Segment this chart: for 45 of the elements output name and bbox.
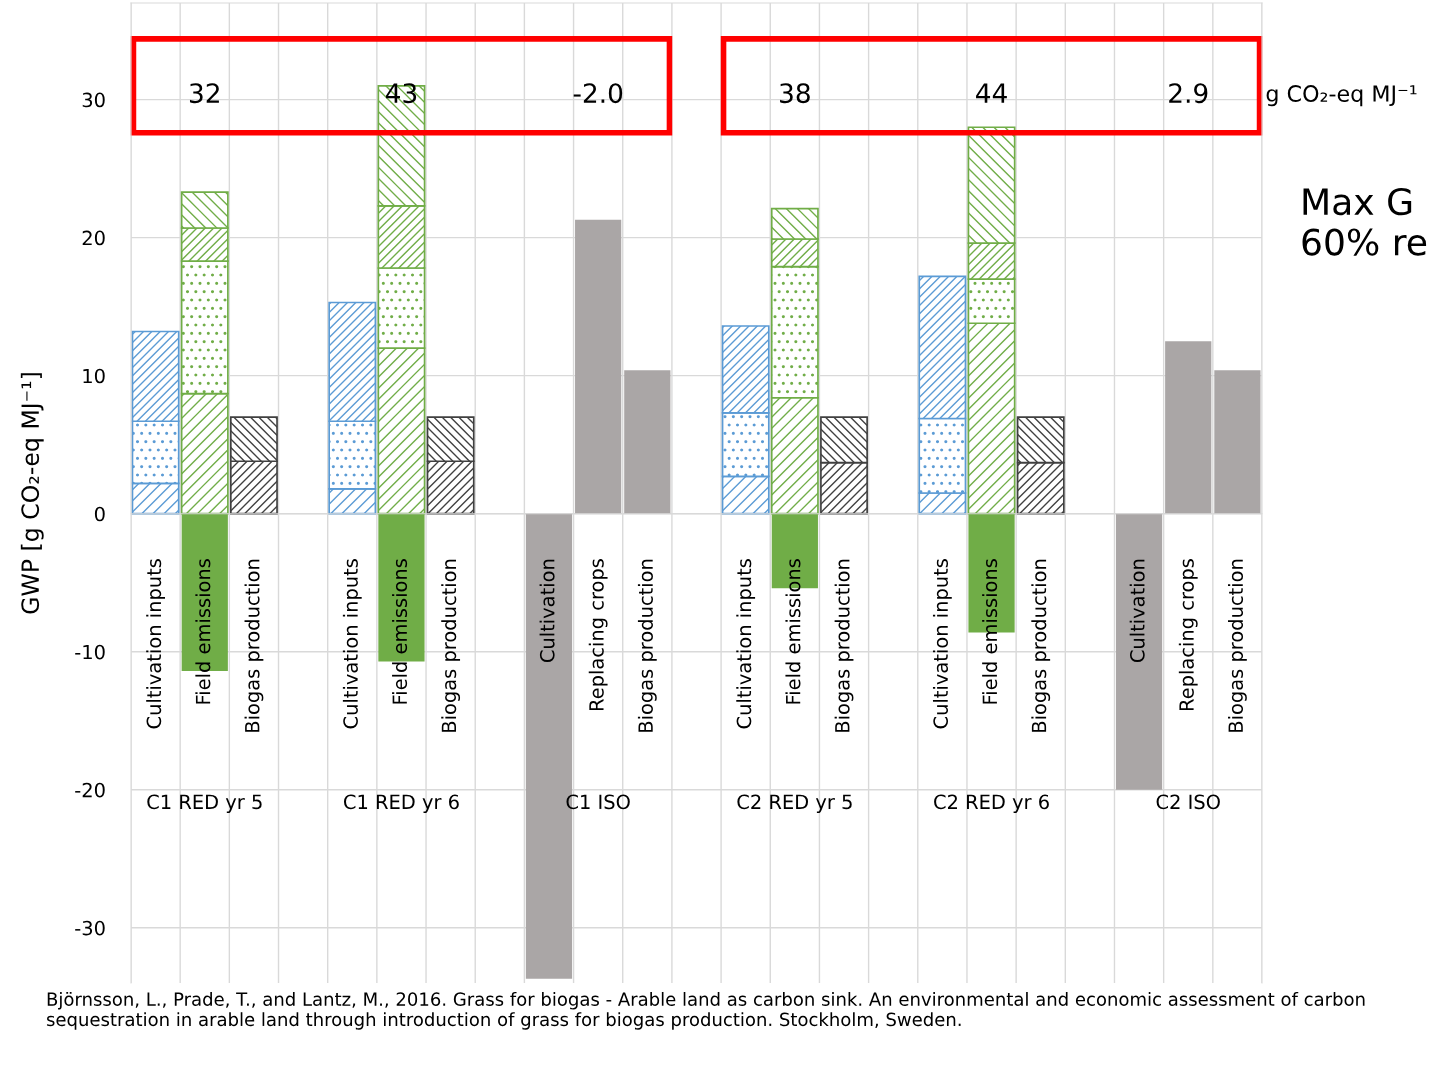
x-tick-label: Biogas production bbox=[1031, 559, 1051, 732]
x-tick-label: Field emissions bbox=[392, 559, 408, 704]
x-tick-label: Biogas production bbox=[637, 559, 657, 732]
annotation: 32 bbox=[189, 83, 219, 104]
y-axis-title: GWP [g CO₂-eq MJ⁻¹] bbox=[20, 373, 44, 614]
y-tick-label: 20 bbox=[82, 230, 105, 246]
annotation: C2 RED yr 6 bbox=[934, 794, 1049, 813]
x-tick-label: Cultivation bbox=[539, 559, 555, 663]
annotation: C2 ISO bbox=[1156, 794, 1220, 810]
x-tick-label: Field emissions bbox=[785, 559, 801, 704]
x-tick-label: Field emissions bbox=[982, 559, 998, 704]
x-tick-label: Replacing crops bbox=[588, 559, 608, 711]
x-tick-label: Biogas production bbox=[244, 559, 264, 732]
x-tick-label: Cultivation inputs bbox=[736, 559, 756, 729]
annotation: C2 RED yr 5 bbox=[737, 794, 852, 813]
x-tick-label: Replacing crops bbox=[1178, 559, 1198, 711]
annotation: 2.9 bbox=[1169, 83, 1208, 104]
x-tick-label: Cultivation bbox=[1129, 559, 1145, 663]
text: Max G 60% re bbox=[1302, 187, 1427, 256]
x-tick-label: Biogas production bbox=[441, 559, 461, 732]
y-tick-label: -10 bbox=[75, 644, 105, 660]
annotation: 44 bbox=[976, 83, 1007, 103]
annotation: C1 RED yr 6 bbox=[343, 794, 459, 813]
annotation: C1 ISO bbox=[566, 794, 630, 810]
x-tick-label: Field emissions bbox=[195, 559, 211, 704]
x-tick-label: Biogas production bbox=[1228, 559, 1247, 732]
bar bbox=[1165, 341, 1212, 514]
x-tick-label: Biogas production bbox=[834, 559, 854, 732]
annotation: C1 RED yr 5 bbox=[147, 794, 262, 813]
bar bbox=[1115, 513, 1163, 790]
text: g CO₂-eq MJ⁻¹ bbox=[1266, 85, 1417, 107]
text: Björnsson, L., Prade, T., and Lantz, M., 2016. Grass for biogas - Arable land as carbon sink. An environmental and economic assessment of carbon sequestration in arable land through introduction of grass for biogas production. Stockholm, Sweden. bbox=[46, 992, 1365, 1030]
bar bbox=[1214, 370, 1261, 514]
bar bbox=[624, 370, 671, 514]
y-tick-label: 30 bbox=[82, 92, 105, 108]
x-tick-label: Cultivation inputs bbox=[932, 559, 952, 729]
x-tick-label: Cultivation inputs bbox=[342, 559, 362, 729]
annotation: 38 bbox=[780, 83, 810, 104]
y-tick-label: 0 bbox=[94, 506, 105, 522]
y-tick-label: -30 bbox=[75, 920, 105, 936]
x-tick-label: Cultivation inputs bbox=[146, 559, 165, 729]
y-tick-label: 10 bbox=[83, 368, 105, 384]
y-tick-label: -20 bbox=[75, 782, 105, 798]
bar bbox=[575, 219, 622, 514]
annotation: -2.0 bbox=[573, 83, 623, 104]
